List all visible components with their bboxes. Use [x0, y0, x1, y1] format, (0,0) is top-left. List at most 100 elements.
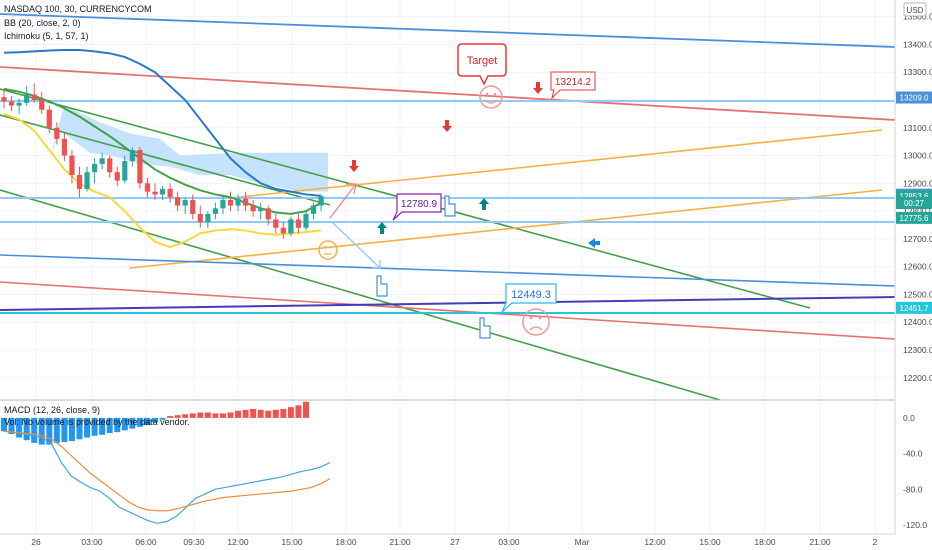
green-trend-lower[interactable]: [0, 189, 721, 401]
symbol-title[interactable]: NASDAQ 100, 30, CURRENCYCOM: [4, 4, 152, 14]
macd-histogram-bar: [99, 417, 106, 435]
red-trend-top[interactable]: [0, 66, 896, 121]
price-badge: [896, 91, 932, 104]
macd-histogram-bar: [174, 415, 181, 418]
macd-histogram-bar: [265, 410, 272, 418]
macd-histogram-bar: [91, 417, 98, 436]
price-tick-label: 12600.0: [903, 262, 932, 272]
projection-down-arrow[interactable]: [331, 221, 381, 269]
pointing-hand-icon: [479, 317, 491, 339]
macd-histogram-bar: [167, 416, 174, 418]
macd-tick-label: 0.0: [903, 413, 915, 423]
candle-body: [318, 196, 324, 206]
happy-face-icon: [479, 85, 503, 109]
candle-body: [137, 150, 143, 184]
macd-histogram-bar: [61, 417, 68, 442]
price-tick-label: 13100.0: [903, 123, 932, 133]
price-tick-label: 12800.0: [903, 206, 932, 216]
red-trend-lower[interactable]: [0, 281, 896, 340]
macd-histogram-bar: [136, 417, 143, 427]
macd-histogram-bar: [8, 417, 15, 434]
macd-histogram-bar: [212, 413, 219, 418]
macd-histogram-bar: [189, 413, 196, 418]
bb-line: [3, 112, 322, 249]
price-tick-label: 12400.0: [903, 317, 932, 327]
price-callout-13214[interactable]: 13214.2: [550, 71, 596, 100]
candle-body: [144, 183, 151, 192]
projection-up-arrow[interactable]: [329, 183, 357, 219]
macd-histogram-bar: [23, 417, 30, 441]
green-up-arrow-icon: [479, 198, 489, 210]
price-tick-label: 12300.0: [903, 345, 932, 355]
price-badge-text: 12451.7: [900, 304, 929, 313]
candle-body: [265, 208, 271, 220]
target-bubble[interactable]: Target: [457, 43, 507, 86]
candle-body: [167, 188, 173, 198]
macd-histogram-bar: [272, 409, 279, 418]
candle-body: [152, 191, 158, 195]
candle-body: [54, 127, 60, 139]
purple-trend[interactable]: [0, 296, 896, 311]
trend-lines[interactable]: [0, 13, 896, 401]
price-callout-12449[interactable]: 12449.3: [501, 283, 557, 313]
currency-badge[interactable]: USD: [903, 2, 927, 17]
neutral-face-icon: [318, 240, 338, 260]
blue-trend-mid[interactable]: [0, 254, 896, 287]
price-axis[interactable]: [895, 0, 932, 534]
time-tick-label: 15:00: [281, 537, 303, 547]
time-tick-label: 21:00: [809, 537, 831, 547]
candle-body: [99, 158, 105, 164]
macd-histogram-bar: [197, 412, 204, 418]
candle-body: [190, 200, 196, 214]
ichimoku-indicator-label[interactable]: Ichimoku (5, 1, 57, 1): [4, 31, 89, 41]
macd-tick-label: -120.0: [903, 520, 927, 530]
price-tick-label: 13300.0: [903, 67, 932, 77]
time-tick-label: 15:00: [699, 537, 721, 547]
candle-body: [107, 158, 113, 173]
macd-histogram-bar: [303, 401, 309, 418]
macd-histogram-bar: [250, 408, 257, 418]
candle-body: [175, 197, 181, 206]
time-tick-label: 03:00: [498, 537, 520, 547]
bollinger-band-fill: [50, 105, 328, 192]
macd-histogram-bar: [204, 412, 211, 418]
candle-body: [122, 161, 128, 181]
price-callout-12449-text: 12449.3: [511, 289, 551, 301]
time-tick-label: Mar: [575, 537, 590, 547]
macd-pane: [1, 401, 331, 524]
candle-body: [212, 208, 218, 214]
time-axis[interactable]: [0, 534, 932, 550]
macd-histogram-bar: [1, 417, 7, 432]
macd-histogram-bar: [121, 417, 128, 431]
macd-histogram-bar: [287, 407, 294, 418]
candle-body: [8, 101, 15, 106]
price-callout-12780[interactable]: 12780.9: [392, 193, 442, 221]
macd-histogram-bar: [106, 417, 113, 434]
macd-histogram-bar: [182, 414, 189, 418]
candle-body: [273, 219, 279, 228]
macd-histogram-bar: [280, 408, 287, 418]
macd-histogram-bar: [38, 417, 45, 445]
bb-indicator-label[interactable]: BB (20, close, 2, 0): [4, 18, 81, 28]
time-tick-label: 26: [31, 537, 41, 547]
candle-body: [114, 172, 120, 181]
candle-body: [76, 175, 83, 189]
macd-histogram-bar: [227, 412, 234, 418]
annotations[interactable]: Target 13214.2 12780.9: [318, 43, 600, 339]
macd-series-line: [3, 430, 331, 524]
macd-series-line: [3, 430, 331, 512]
bb-line: [3, 49, 322, 197]
red-down-arrow-icon: [442, 120, 452, 132]
macd-histogram-bar: [219, 413, 226, 418]
macd-indicator-label[interactable]: MACD (12, 26, close, 9): [4, 405, 100, 415]
projection-down-arrowhead: [372, 260, 381, 269]
candle-body: [227, 200, 234, 206]
candle-body: [16, 102, 22, 106]
candle-body: [280, 227, 286, 234]
blue-trend-top[interactable]: [0, 13, 896, 48]
orange-trend-1[interactable]: [229, 129, 883, 199]
candle-body: [159, 188, 166, 195]
price-tick-label: 12500.0: [903, 289, 932, 299]
orange-trend-2[interactable]: [129, 189, 883, 269]
